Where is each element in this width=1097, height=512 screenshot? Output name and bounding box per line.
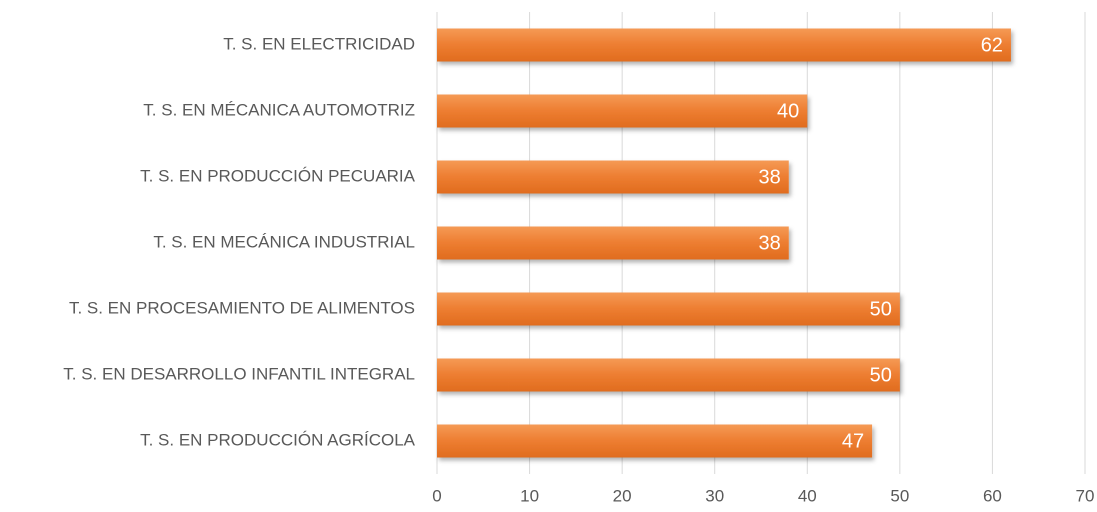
data-label: 62 <box>981 34 1003 56</box>
x-tick-label: 60 <box>983 486 1002 505</box>
x-tick-label: 10 <box>520 486 539 505</box>
data-label: 50 <box>870 364 892 386</box>
bar <box>437 226 789 260</box>
y-tick-label: T. S. EN MÉCANICA AUTOMOTRIZ <box>143 100 415 119</box>
y-tick-label: T. S. EN DESARROLLO INFANTIL INTEGRAL <box>63 364 415 383</box>
data-label: 40 <box>777 100 799 122</box>
y-tick-label: T. S. EN MECÁNICA INDUSTRIAL <box>153 232 415 251</box>
data-label: 50 <box>870 298 892 320</box>
data-label: 38 <box>759 166 781 188</box>
bar <box>437 28 1011 62</box>
y-tick-label: T. S. EN PRODUCCIÓN PECUARIA <box>140 166 416 185</box>
data-label: 38 <box>759 232 781 254</box>
y-tick-label: T. S. EN PROCESAMIENTO DE ALIMENTOS <box>69 298 415 317</box>
bar <box>437 292 900 326</box>
x-tick-label: 70 <box>1076 486 1095 505</box>
data-label: 47 <box>842 430 864 452</box>
x-tick-label: 30 <box>705 486 724 505</box>
bar <box>437 358 900 392</box>
x-tick-label: 0 <box>432 486 441 505</box>
x-tick-label: 40 <box>798 486 817 505</box>
x-tick-label: 20 <box>613 486 632 505</box>
y-tick-label: T. S. EN ELECTRICIDAD <box>223 34 415 53</box>
bar <box>437 94 808 128</box>
x-tick-label: 50 <box>890 486 909 505</box>
y-tick-label: T. S. EN PRODUCCIÓN AGRÍCOLA <box>140 430 416 449</box>
bar <box>437 160 789 194</box>
bar <box>437 424 873 458</box>
